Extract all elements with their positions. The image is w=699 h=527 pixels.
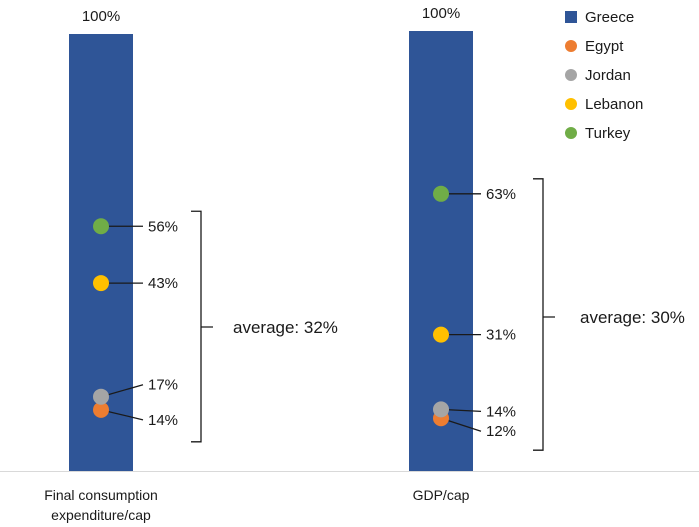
bars-layer [69,31,473,471]
marker-lebanon [93,275,109,292]
marks-layer [93,178,555,451]
category-label: Final consumption [44,487,158,503]
legend-swatch-turkey [565,127,577,139]
average-label: average: 30% [580,308,685,327]
data-label-egypt: 14% [148,412,178,429]
data-label-turkey: 63% [486,186,516,203]
legend-swatch-egypt [565,40,577,52]
legend-label-lebanon: Lebanon [585,96,643,113]
marker-lebanon [433,326,449,343]
legend-swatch-lebanon [565,98,577,110]
legend-swatch-jordan [565,69,577,81]
legend: Greece Egypt Jordan Lebanon Turkey [565,9,643,142]
data-label-jordan: 14% [486,403,516,420]
legend-label-jordan: Jordan [585,67,631,84]
data-label-lebanon: 31% [486,327,516,344]
marker-turkey [433,185,449,202]
data-label-egypt: 12% [486,423,516,440]
data-label-lebanon: 43% [148,275,178,292]
average-brace [191,210,213,443]
average-brace [533,178,555,451]
marker-jordan [433,401,449,418]
legend-label-egypt: Egypt [585,38,624,55]
bar-greece [409,31,473,471]
marker-egypt [93,401,109,418]
legend-label-greece: Greece [585,9,634,26]
data-label-turkey: 56% [148,218,178,235]
marker-jordan [93,388,109,405]
category-label: GDP/cap [413,487,470,503]
legend-label-turkey: Turkey [585,125,631,142]
labels-layer: 100% 14% 17% 43% 56% average: 32% Final consum… [44,5,685,523]
marker-turkey [93,218,109,235]
average-label: average: 32% [233,318,338,337]
category-label: expenditure/cap [51,507,151,523]
legend-swatch-greece [565,11,577,23]
bar-value-label: 100% [422,5,460,22]
data-label-jordan: 17% [148,377,178,394]
bar-value-label: 100% [82,8,120,25]
